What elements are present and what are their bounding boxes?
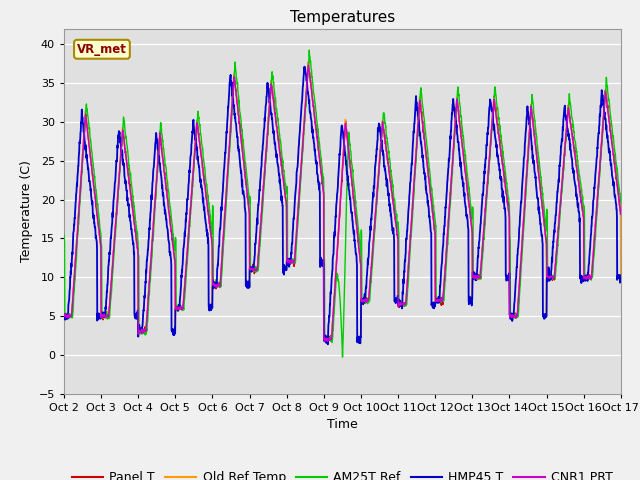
Panel T	[617, 210, 625, 216]
HMP45 T	[505, 276, 513, 282]
Panel T	[60, 311, 68, 316]
Y-axis label: Temperature (C): Temperature (C)	[20, 160, 33, 262]
CNR1 PRT	[305, 62, 312, 68]
Old Ref Temp	[568, 129, 576, 135]
AM25T Ref	[339, 354, 346, 360]
X-axis label: Time: Time	[327, 418, 358, 431]
Old Ref Temp	[505, 206, 513, 212]
Line: Old Ref Temp: Old Ref Temp	[64, 63, 621, 341]
AM25T Ref	[216, 282, 223, 288]
Old Ref Temp	[216, 282, 223, 288]
HMP45 T	[617, 273, 625, 278]
Old Ref Temp	[617, 275, 625, 280]
HMP45 T	[324, 341, 332, 347]
CNR1 PRT	[371, 216, 379, 221]
HMP45 T	[359, 299, 367, 305]
Panel T	[323, 339, 330, 345]
CNR1 PRT	[324, 338, 332, 344]
AM25T Ref	[505, 195, 513, 201]
CNR1 PRT	[505, 209, 513, 215]
Old Ref Temp	[60, 313, 68, 319]
Panel T	[216, 284, 223, 289]
AM25T Ref	[584, 275, 591, 281]
Line: CNR1 PRT: CNR1 PRT	[64, 65, 621, 341]
Panel T	[371, 215, 379, 220]
AM25T Ref	[305, 47, 313, 53]
Line: HMP45 T: HMP45 T	[64, 67, 621, 344]
HMP45 T	[584, 278, 591, 284]
AM25T Ref	[359, 298, 367, 303]
Line: Panel T: Panel T	[64, 62, 621, 342]
Title: Temperatures: Temperatures	[290, 10, 395, 25]
AM25T Ref	[617, 200, 625, 205]
Old Ref Temp	[327, 338, 335, 344]
AM25T Ref	[371, 225, 379, 230]
Old Ref Temp	[305, 60, 312, 66]
CNR1 PRT	[617, 211, 625, 216]
HMP45 T	[216, 243, 223, 249]
Line: AM25T Ref: AM25T Ref	[64, 50, 621, 357]
CNR1 PRT	[216, 280, 223, 286]
AM25T Ref	[60, 232, 68, 238]
Old Ref Temp	[584, 275, 591, 280]
CNR1 PRT	[60, 312, 68, 318]
Panel T	[568, 132, 576, 137]
Old Ref Temp	[371, 213, 379, 219]
Panel T	[305, 59, 312, 65]
CNR1 PRT	[568, 131, 576, 137]
HMP45 T	[60, 313, 68, 319]
CNR1 PRT	[359, 297, 367, 303]
HMP45 T	[568, 156, 576, 162]
AM25T Ref	[568, 115, 576, 121]
Panel T	[584, 274, 591, 279]
CNR1 PRT	[584, 274, 591, 280]
Old Ref Temp	[359, 298, 367, 304]
Panel T	[505, 207, 513, 213]
Panel T	[359, 298, 367, 303]
HMP45 T	[371, 164, 379, 169]
Legend: Panel T, Old Ref Temp, AM25T Ref, HMP45 T, CNR1 PRT: Panel T, Old Ref Temp, AM25T Ref, HMP45 …	[67, 467, 618, 480]
Text: VR_met: VR_met	[77, 43, 127, 56]
HMP45 T	[301, 64, 308, 70]
